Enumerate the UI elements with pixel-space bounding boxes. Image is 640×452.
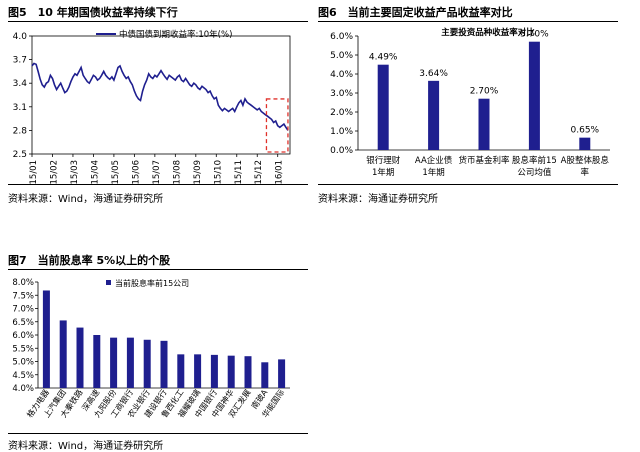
chart-inner-title: 主要投资品种收益率对比 <box>441 27 535 38</box>
y-tick-label: 5.5% <box>12 344 34 354</box>
x-tick-label: 16/01 <box>275 160 285 185</box>
bar <box>478 98 490 150</box>
y-tick-label: 4.0 <box>13 32 28 42</box>
category-label: 货币基金利率 <box>458 155 510 166</box>
legend-swatch <box>106 280 111 285</box>
figure-6: 图6 当前主要固定收益产品收益率对比 主要投资品种收益率对比 0.0% 1.0% 2.… <box>318 0 618 210</box>
x-tick-label: 15/02 <box>49 160 59 185</box>
category-label: AA企业债 <box>415 155 453 166</box>
figure-6-top-rule <box>318 21 618 22</box>
y-tick-label: 2.8 <box>13 126 28 136</box>
y-tick-label: 5.0% <box>12 358 34 368</box>
x-tick-label: 15/05 <box>111 160 121 185</box>
x-tick-label: 15/12 <box>254 160 264 185</box>
bar <box>110 337 118 388</box>
category-label: 公司均值 <box>517 167 552 178</box>
bar <box>261 362 269 388</box>
y-tick-label: 5.0% <box>330 51 353 61</box>
category-label: 率 <box>581 167 590 178</box>
plot-frame <box>31 35 291 155</box>
y-tick-label: 4.5% <box>12 371 34 381</box>
y-tick-label: 2.5 <box>13 150 27 160</box>
bar-chart-dividend-stocks: 4.0% 4.5% 5.0% 5.5% 6.0% 6.5% 7.0% 7.5% 8.0% 当前股息… <box>12 278 290 419</box>
x-tick-label: 15/06 <box>131 160 141 185</box>
figure-7: 图7 当前股息率 5%以上的个股 4.0% 4.5% 5.0% 5.5% 6.0% 6.5… <box>8 248 308 452</box>
bar <box>126 337 134 388</box>
bar <box>579 137 591 150</box>
y-tick-label: 4.0% <box>330 70 353 80</box>
bar-value-label: 3.64% <box>419 69 448 79</box>
category-label: 1年期 <box>372 167 394 178</box>
bar <box>59 320 67 388</box>
figure-7-top-rule <box>8 269 308 270</box>
y-tick-label: 3.4 <box>13 79 28 89</box>
y-tick-label: 3.7 <box>13 56 27 66</box>
bar <box>160 340 168 388</box>
legend-label: 当前股息率前15公司 <box>115 278 189 288</box>
figure-5-source: 资料来源：Wind，海通证券研究所 <box>8 194 164 205</box>
bar-value-label: 4.49% <box>369 53 398 63</box>
y-tick-label: 0.0% <box>330 146 353 156</box>
bar <box>428 80 440 150</box>
x-tick-label: 15/03 <box>70 160 80 185</box>
bar <box>377 64 389 150</box>
y-tick-label: 6.0% <box>330 32 353 42</box>
bar-value-label: 5.70% <box>520 30 549 40</box>
x-tick-label: 15/04 <box>90 160 100 185</box>
yield-line <box>31 62 289 131</box>
y-tick-label: 3.0% <box>330 89 353 99</box>
figure-5: 图5 10 年期国债收益率持续下行 2.5 2.8 3.1 3.4 3.7 4.0 15/0… <box>8 0 308 210</box>
figure-6-bottom-rule <box>318 184 618 185</box>
category-label: A股整体股息 <box>561 155 610 166</box>
bar-value-label: 2.70% <box>470 87 499 97</box>
y-tick-label: 3.1 <box>13 103 27 113</box>
bar <box>210 354 218 388</box>
figure-5-title: 图5 10 年期国债收益率持续下行 <box>8 6 178 19</box>
y-tick-label: 1.0% <box>330 127 353 137</box>
y-tick-label: 6.5% <box>12 318 34 328</box>
y-tick-label: 7.5% <box>12 291 34 301</box>
figure-7-bottom-rule <box>8 433 308 434</box>
legend-label: 中债国债到期收益率:10年(%) <box>119 29 232 40</box>
x-tick-label: 15/01 <box>29 160 39 185</box>
figure-5-top-rule <box>8 21 308 22</box>
bar <box>42 290 50 388</box>
y-tick-label: 4.0% <box>12 384 34 394</box>
y-tick-label: 2.0% <box>330 108 353 118</box>
x-tick-label: 15/07 <box>152 160 162 185</box>
bar <box>244 356 252 388</box>
bar <box>194 354 202 388</box>
highlight-box <box>265 98 289 153</box>
x-tick-label: 15/08 <box>172 160 182 185</box>
bar <box>528 41 540 151</box>
bar <box>143 339 151 388</box>
bar <box>227 355 235 388</box>
x-tick-label: 15/09 <box>193 160 203 185</box>
y-tick-label: 6.0% <box>12 331 34 341</box>
bar <box>93 335 101 388</box>
bar <box>177 354 185 388</box>
figure-6-title: 图6 当前主要固定收益产品收益率对比 <box>318 6 513 19</box>
category-label: 银行理财 <box>366 155 401 166</box>
figure-7-title: 图7 当前股息率 5%以上的个股 <box>8 254 171 267</box>
bar <box>76 327 84 388</box>
figure-7-source: 资料来源：Wind，海通证券研究所 <box>8 441 164 452</box>
x-tick-label: 15/11 <box>234 160 244 185</box>
category-label: 股息率前15 <box>512 155 557 166</box>
figure-6-source: 资料来源：海通证券研究所 <box>318 194 438 205</box>
line-chart-bond-yield: 2.5 2.8 3.1 3.4 3.7 4.0 15/01 15/02 15/03 15/04 15… <box>13 29 291 185</box>
figure-5-bottom-rule <box>8 184 308 185</box>
x-tick-label: 15/10 <box>213 160 223 185</box>
bar <box>278 359 286 388</box>
y-tick-label: 7.0% <box>12 305 34 315</box>
y-tick-label: 8.0% <box>12 278 34 288</box>
bar-value-label: 0.65% <box>571 126 600 136</box>
category-label: 1年期 <box>422 167 444 178</box>
bar-chart-fixed-income: 主要投资品种收益率对比 0.0% 1.0% 2.0% 3.0% 4.0% 5.0% 6.0% 4… <box>330 27 610 178</box>
